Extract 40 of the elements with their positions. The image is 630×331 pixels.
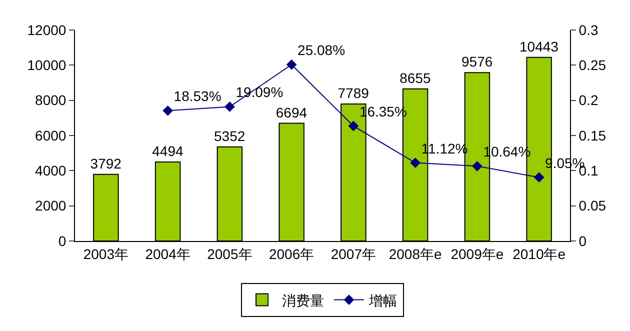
data-label: 7789 — [338, 85, 370, 102]
x-tick-label: 2009年e — [450, 246, 504, 262]
data-label: 4494 — [152, 142, 184, 159]
y2-tick-label: 0.15 — [578, 127, 606, 144]
y2-tick-label: 0.05 — [578, 198, 606, 214]
y-tick-label: 2000 — [35, 198, 66, 214]
data-label: 9576 — [462, 54, 493, 70]
data-label: 5352 — [214, 128, 246, 144]
y-tick-label: 8000 — [35, 92, 66, 108]
data-label: 10443 — [519, 38, 559, 54]
data-label: 6694 — [276, 104, 308, 120]
point — [472, 160, 482, 172]
point — [348, 120, 359, 132]
legend-label: 增幅 — [368, 292, 397, 308]
legend-label: 消费量 — [282, 292, 324, 308]
x-tick-label: 2010年e — [512, 246, 566, 262]
y2-tick-label: 0.25 — [578, 57, 606, 74]
data-label: 25.08% — [298, 42, 346, 58]
x-tick-label: 2006年 — [268, 246, 314, 262]
y2-tick-label: 0 — [578, 232, 587, 249]
y-tick-label: 10000 — [27, 57, 66, 74]
point — [224, 102, 235, 112]
x-tick-label: 2004年 — [145, 246, 190, 262]
data-label: 8655 — [400, 70, 431, 86]
y2-tick-label: 0.2 — [578, 92, 598, 108]
data-label: 18.53% — [174, 88, 222, 104]
y-tick-label: 4000 — [35, 162, 66, 179]
x-tick-label: 2003年 — [83, 246, 129, 262]
point — [286, 59, 297, 70]
x-tick-label: 2007年 — [330, 246, 376, 262]
point — [534, 172, 544, 183]
point — [162, 105, 174, 116]
y2-tick-label: 0.3 — [578, 22, 598, 38]
y-tick-label: 0 — [58, 232, 66, 249]
data-label: 3792 — [90, 155, 122, 172]
y-tick-label: 12000 — [27, 22, 66, 38]
y-tick-label: 6000 — [35, 127, 66, 144]
point — [410, 158, 421, 168]
x-tick-label: 2005年 — [207, 246, 252, 262]
x-tick-label: 2008年e — [388, 246, 442, 262]
